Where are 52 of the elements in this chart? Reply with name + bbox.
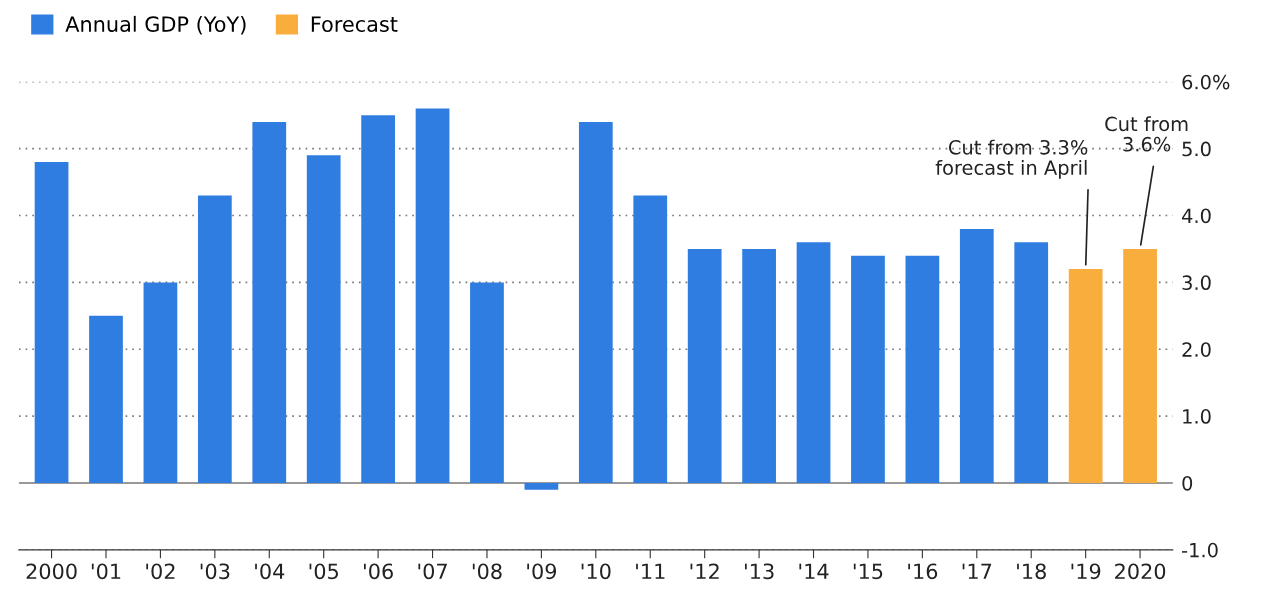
x-tick-label: 2000 — [26, 563, 77, 580]
y-tick-label: 2.0 — [1182, 342, 1211, 357]
bar — [959, 228, 994, 483]
x-tick-label: 2020 — [1115, 563, 1166, 580]
bar — [1068, 269, 1103, 483]
y-tick-label: 1.0 — [1183, 409, 1211, 424]
bar — [143, 282, 178, 483]
annotation: Cut from 3.3% forecast in April — [935, 139, 1088, 179]
x-tick-label: '13 — [744, 563, 774, 580]
y-tick-label: 6.0% — [1182, 74, 1230, 90]
bar — [905, 255, 940, 483]
bar — [578, 121, 613, 483]
legend-label: Forecast — [311, 16, 398, 32]
bar — [687, 248, 722, 483]
x-tick-label: '11 — [636, 563, 665, 579]
y-tick-label: 4.0 — [1182, 208, 1211, 224]
bar — [252, 121, 287, 483]
x-tick-label: '10 — [581, 563, 611, 580]
x-tick-label: '12 — [690, 563, 719, 579]
x-tick-label: '08 — [472, 563, 502, 580]
x-tick-label: '19 — [1071, 563, 1101, 580]
bar — [796, 242, 831, 483]
x-tick-label: '17 — [962, 563, 992, 579]
bar — [633, 195, 668, 483]
bar — [1014, 242, 1049, 483]
bar — [851, 255, 885, 483]
x-tick-label: '01 — [91, 563, 121, 580]
bar — [306, 155, 341, 483]
x-tick-label: '14 — [799, 563, 829, 579]
bar — [197, 195, 232, 483]
bar — [524, 482, 559, 490]
bar — [1123, 248, 1157, 483]
x-tick-label: '04 — [255, 563, 285, 580]
y-tick-label: -1.0 — [1182, 542, 1218, 558]
y-tick-label: 3.0 — [1182, 275, 1211, 291]
bar — [361, 115, 395, 483]
x-tick-label: '03 — [200, 563, 230, 580]
x-tick-label: '07 — [418, 563, 447, 580]
y-tick-label: 0 — [1182, 475, 1193, 491]
x-tick-label: '18 — [1017, 563, 1046, 580]
x-tick-label: '05 — [309, 563, 338, 580]
x-tick-label: '16 — [908, 563, 938, 580]
x-tick-label: '06 — [364, 563, 393, 580]
x-tick-label: '15 — [853, 563, 883, 580]
x-tick-label: '02 — [146, 563, 175, 580]
bar — [89, 315, 123, 483]
x-tick-label: '09 — [527, 563, 557, 580]
legend-label: Annual GDP (YoY) — [65, 15, 246, 35]
bar — [742, 248, 776, 483]
bar — [470, 282, 504, 483]
bar — [415, 108, 450, 483]
bar — [34, 162, 69, 483]
